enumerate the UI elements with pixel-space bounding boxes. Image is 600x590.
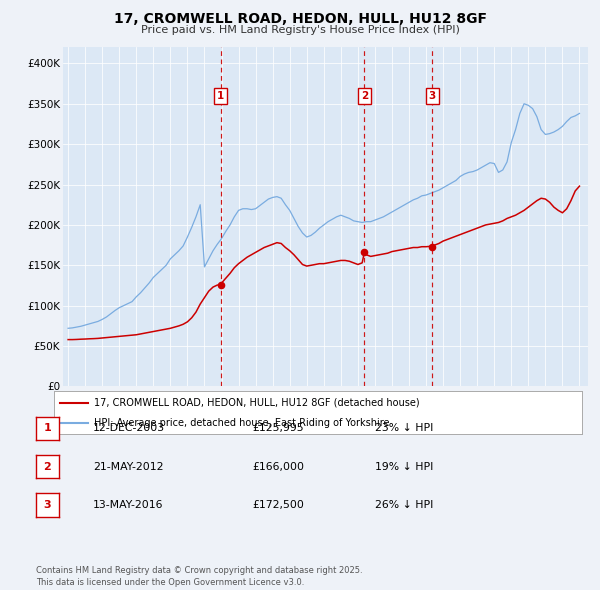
Text: 21-MAY-2012: 21-MAY-2012: [93, 462, 163, 471]
Text: £172,500: £172,500: [252, 500, 304, 510]
Text: 3: 3: [428, 91, 436, 101]
Text: £125,995: £125,995: [252, 424, 304, 433]
Text: 17, CROMWELL ROAD, HEDON, HULL, HU12 8GF: 17, CROMWELL ROAD, HEDON, HULL, HU12 8GF: [113, 12, 487, 26]
Text: 1: 1: [217, 91, 224, 101]
Text: 13-MAY-2016: 13-MAY-2016: [93, 500, 163, 510]
Text: 17, CROMWELL ROAD, HEDON, HULL, HU12 8GF (detached house): 17, CROMWELL ROAD, HEDON, HULL, HU12 8GF…: [94, 398, 419, 408]
Text: 26% ↓ HPI: 26% ↓ HPI: [375, 500, 433, 510]
Text: 3: 3: [44, 500, 51, 510]
Text: £166,000: £166,000: [252, 462, 304, 471]
Text: HPI: Average price, detached house, East Riding of Yorkshire: HPI: Average price, detached house, East…: [94, 418, 389, 428]
Text: 23% ↓ HPI: 23% ↓ HPI: [375, 424, 433, 433]
Text: Contains HM Land Registry data © Crown copyright and database right 2025.
This d: Contains HM Land Registry data © Crown c…: [36, 566, 362, 587]
Text: 2: 2: [44, 462, 51, 471]
Text: 1: 1: [44, 424, 51, 433]
Text: 19% ↓ HPI: 19% ↓ HPI: [375, 462, 433, 471]
Text: Price paid vs. HM Land Registry's House Price Index (HPI): Price paid vs. HM Land Registry's House …: [140, 25, 460, 35]
Text: 2: 2: [361, 91, 368, 101]
Text: 12-DEC-2003: 12-DEC-2003: [93, 424, 165, 433]
